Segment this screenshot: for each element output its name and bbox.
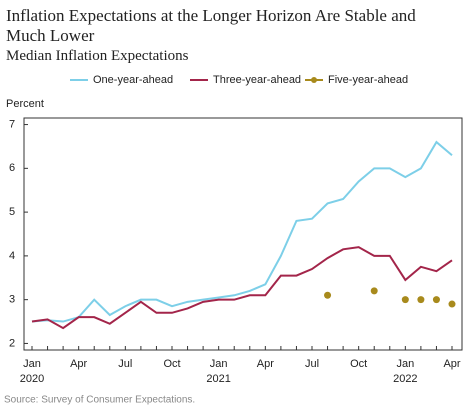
source: Source: Survey of Consumer Expectations. — [4, 395, 195, 406]
x-tick-label: Oct — [163, 358, 180, 370]
legend-label: Three-year-ahead — [213, 74, 301, 86]
x-tick-label: Apr — [70, 358, 87, 370]
x-tick-label: Apr — [443, 358, 460, 370]
series-line — [31, 246, 453, 330]
y-tick-label: 5 — [9, 206, 15, 218]
x-tick-label: Jan 2020 — [20, 358, 44, 385]
marker — [432, 296, 440, 304]
y-axis-label: Percent — [6, 98, 44, 110]
legend-label: One-year-ahead — [93, 74, 173, 86]
y-tick-label: 6 — [9, 162, 15, 174]
y-tick-label: 4 — [9, 250, 15, 262]
marker — [324, 291, 332, 299]
chart-title: Inflation Expectations at the Longer Hor… — [6, 6, 416, 45]
x-tick-label: Jul — [118, 358, 132, 370]
plot-frame — [23, 117, 463, 351]
x-tick-label: Oct — [350, 358, 367, 370]
x-tick-label: Apr — [257, 358, 274, 370]
marker — [448, 300, 456, 308]
series-line — [31, 140, 453, 323]
marker — [417, 296, 425, 304]
marker — [370, 287, 378, 295]
y-tick-label: 2 — [9, 337, 15, 349]
x-tick-label: Jan 2022 — [393, 358, 417, 385]
marker — [401, 296, 409, 304]
legend-label: Five-year-ahead — [328, 74, 408, 86]
x-tick-label: Jan 2021 — [206, 358, 230, 385]
x-tick-label: Jul — [305, 358, 319, 370]
y-tick-label: 3 — [9, 294, 15, 306]
legend-swatch — [311, 77, 317, 83]
y-tick-label: 7 — [9, 118, 15, 130]
chart-subtitle: Median Inflation Expectations — [6, 48, 189, 64]
